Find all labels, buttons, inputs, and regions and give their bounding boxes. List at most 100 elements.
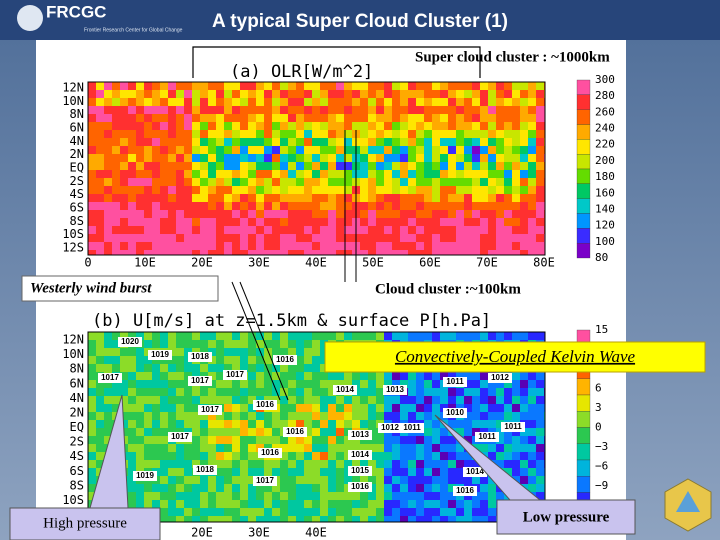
map-cell	[192, 178, 200, 186]
map-cell	[336, 476, 344, 484]
map-cell	[432, 396, 440, 404]
map-cell	[184, 210, 192, 218]
colorbar-label: 200	[595, 154, 615, 167]
map-cell	[496, 202, 504, 210]
map-cell	[240, 178, 248, 186]
map-cell	[104, 194, 112, 202]
map-cell	[152, 412, 160, 420]
map-cell	[280, 460, 288, 468]
lat-label: 6S	[70, 201, 84, 215]
map-cell	[496, 380, 504, 388]
map-cell	[248, 138, 256, 146]
map-cell	[408, 234, 416, 242]
map-cell	[136, 82, 144, 90]
map-cell	[256, 202, 264, 210]
map-cell	[120, 404, 128, 412]
map-cell	[512, 162, 520, 170]
map-cell	[224, 500, 232, 508]
map-cell	[104, 226, 112, 234]
map-cell	[184, 82, 192, 90]
map-cell	[400, 194, 408, 202]
contour-label-bg	[258, 448, 282, 458]
map-cell	[88, 484, 96, 492]
map-cell	[528, 82, 536, 90]
map-cell	[104, 170, 112, 178]
map-cell	[272, 428, 280, 436]
map-cell	[416, 380, 424, 388]
map-cell	[192, 436, 200, 444]
map-cell	[528, 234, 536, 242]
olr-map	[88, 82, 545, 255]
map-cell	[232, 82, 240, 90]
map-cell	[416, 332, 424, 340]
map-cell	[104, 106, 112, 114]
map-cell	[232, 340, 240, 348]
map-cell	[184, 186, 192, 194]
map-cell	[464, 90, 472, 98]
map-cell	[288, 178, 296, 186]
map-cell	[136, 452, 144, 460]
map-cell	[160, 492, 168, 500]
map-cell	[176, 412, 184, 420]
map-cell	[464, 114, 472, 122]
contour-label-bg	[193, 465, 217, 475]
lon-label: 40E	[305, 526, 327, 540]
map-cell	[280, 242, 288, 250]
map-cell	[520, 90, 528, 98]
map-cell	[336, 194, 344, 202]
map-cell	[328, 396, 336, 404]
map-cell	[448, 226, 456, 234]
map-cell	[440, 492, 448, 500]
map-cell	[376, 146, 384, 154]
map-cell	[232, 146, 240, 154]
map-cell	[352, 500, 360, 508]
map-cell	[296, 348, 304, 356]
map-cell	[248, 372, 256, 380]
map-cell	[512, 250, 520, 255]
map-cell	[200, 412, 208, 420]
map-cell	[240, 412, 248, 420]
map-cell	[432, 508, 440, 516]
map-cell	[248, 194, 256, 202]
map-cell	[184, 154, 192, 162]
map-cell	[192, 460, 200, 468]
map-cell	[464, 234, 472, 242]
map-cell	[472, 234, 480, 242]
map-cell	[168, 178, 176, 186]
map-cell	[512, 130, 520, 138]
colorbar-cell	[576, 459, 591, 477]
map-cell	[136, 242, 144, 250]
map-cell	[176, 388, 184, 396]
map-cell	[200, 340, 208, 348]
map-cell	[152, 90, 160, 98]
map-cell	[304, 226, 312, 234]
contour-label: 1011	[478, 432, 496, 441]
map-cell	[376, 412, 384, 420]
map-cell	[536, 484, 544, 492]
map-cell	[360, 380, 368, 388]
map-cell	[352, 332, 360, 340]
map-cell	[512, 98, 520, 106]
map-cell	[360, 114, 368, 122]
map-cell	[424, 154, 432, 162]
map-cell	[112, 210, 120, 218]
map-cell	[424, 516, 432, 522]
map-cell	[392, 476, 400, 484]
map-cell	[328, 242, 336, 250]
map-cell	[440, 452, 448, 460]
map-cell	[480, 508, 488, 516]
map-cell	[120, 82, 128, 90]
map-cell	[296, 242, 304, 250]
map-cell	[128, 388, 136, 396]
map-cell	[104, 130, 112, 138]
map-cell	[408, 130, 416, 138]
callout-box	[324, 341, 706, 373]
map-cell	[128, 90, 136, 98]
map-cell	[504, 396, 512, 404]
map-cell	[408, 476, 416, 484]
map-cell	[272, 178, 280, 186]
map-cell	[312, 332, 320, 340]
map-cell	[472, 106, 480, 114]
map-cell	[144, 340, 152, 348]
map-cell	[528, 194, 536, 202]
